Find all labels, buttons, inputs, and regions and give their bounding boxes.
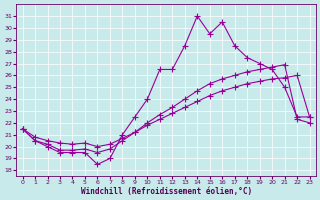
X-axis label: Windchill (Refroidissement éolien,°C): Windchill (Refroidissement éolien,°C) bbox=[81, 187, 252, 196]
